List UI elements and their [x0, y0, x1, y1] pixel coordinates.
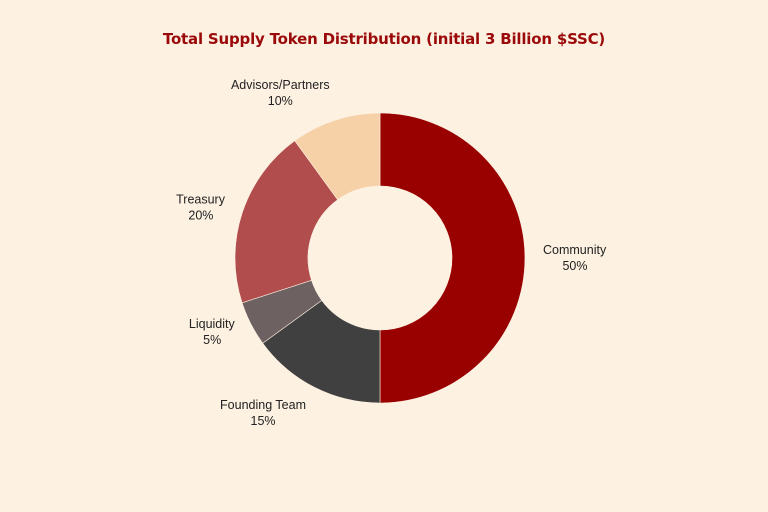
- slice-community: [379, 112, 526, 404]
- slice-value-community: 50%: [562, 259, 587, 273]
- slice-treasury: [234, 140, 339, 304]
- slice-label-advisors-partners: Advisors/Partners: [231, 78, 330, 92]
- slice-value-treasury: 20%: [188, 209, 213, 223]
- slice-label-liquidity: Liquidity: [189, 317, 236, 331]
- slice-label-community: Community: [543, 243, 607, 257]
- slice-value-liquidity: 5%: [203, 333, 221, 347]
- slice-value-founding-team: 15%: [251, 414, 276, 428]
- slice-label-treasury: Treasury: [176, 193, 226, 207]
- slice-label-founding-team: Founding Team: [220, 398, 306, 412]
- chart-title: Total Supply Token Distribution (initial…: [162, 30, 606, 48]
- slice-advisors-partners: [294, 112, 381, 201]
- slice-value-advisors-partners: 10%: [268, 94, 293, 108]
